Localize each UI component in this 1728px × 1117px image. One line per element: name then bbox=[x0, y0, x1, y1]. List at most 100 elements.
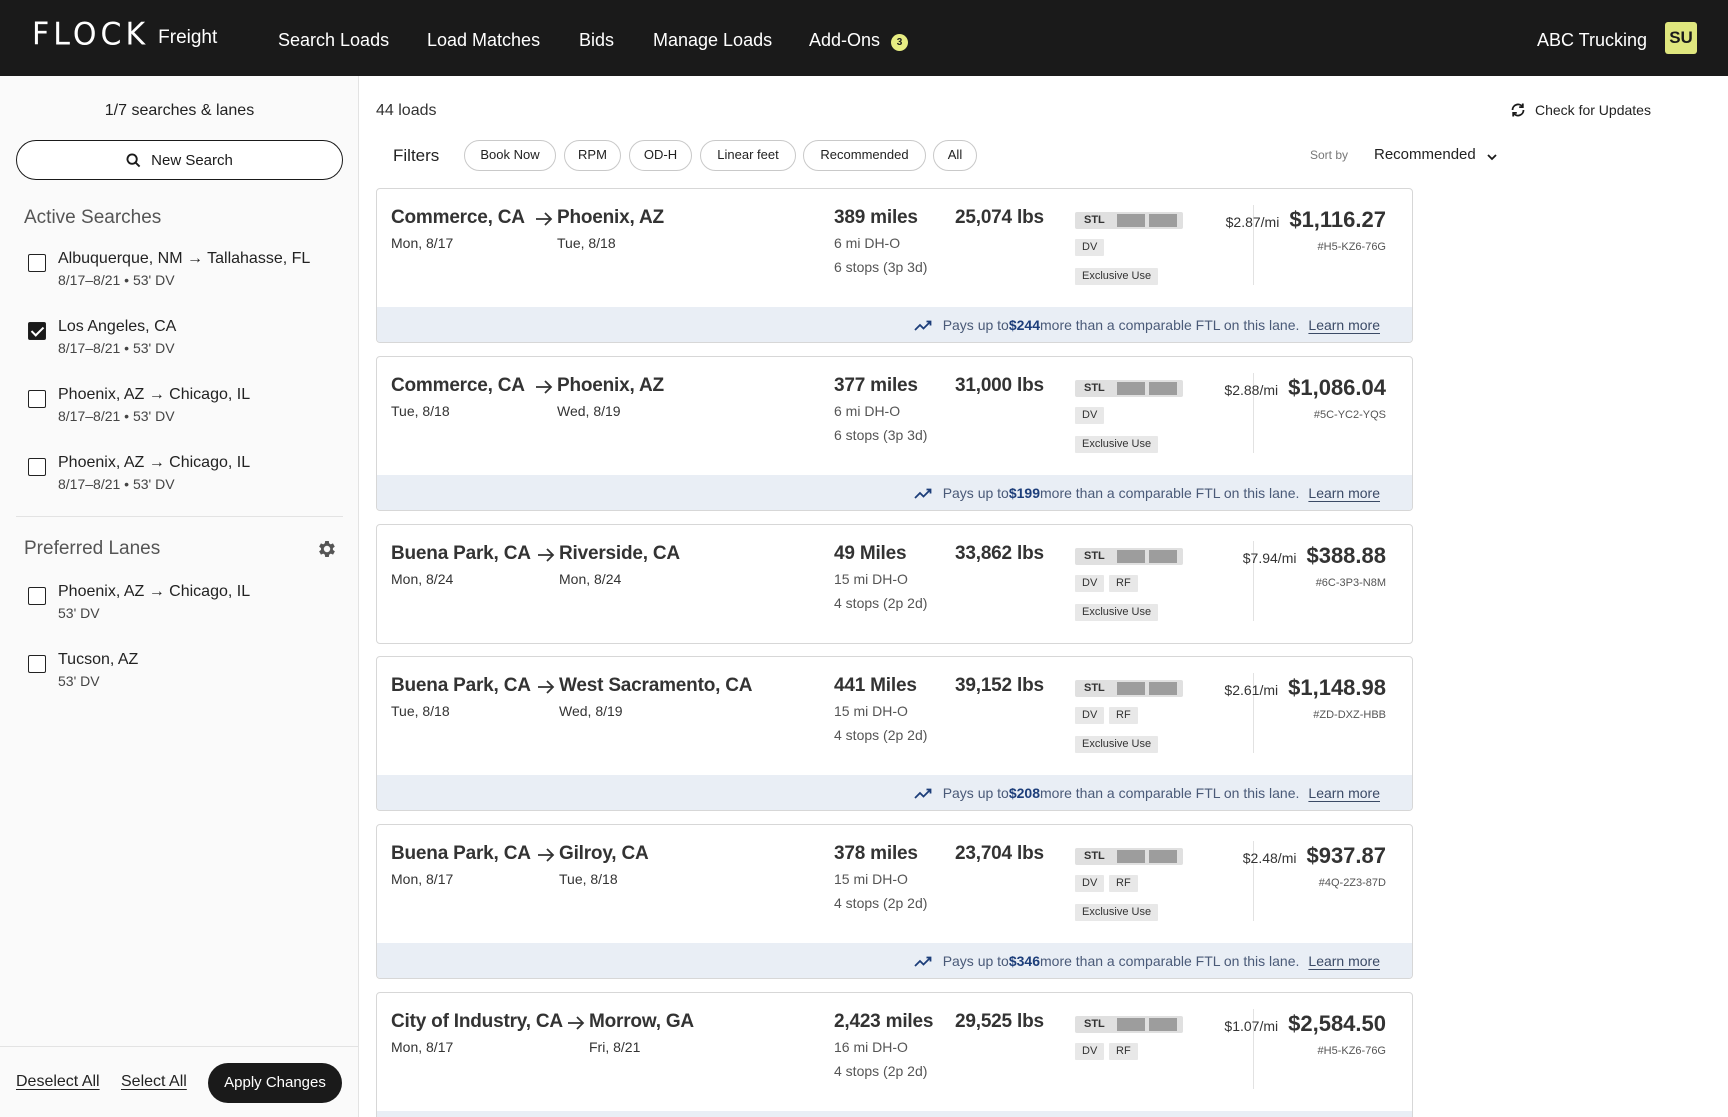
filter-chip-all[interactable]: All bbox=[933, 140, 977, 171]
arrow-right-icon bbox=[538, 848, 555, 862]
card-divider bbox=[1253, 373, 1254, 453]
equipment-tag: RF bbox=[1109, 1043, 1138, 1060]
logo-mark: FLOCK bbox=[32, 16, 150, 53]
sidebar-footer: Deselect All Select All Apply Changes bbox=[0, 1046, 358, 1117]
load-card-body[interactable]: Buena Park, CA Mon, 8/24 Riverside, CA M… bbox=[377, 525, 1412, 643]
load-price: $2,584.50 bbox=[1288, 1011, 1386, 1036]
load-card-body[interactable]: Commerce, CA Tue, 8/18 Phoenix, AZ Wed, … bbox=[377, 357, 1412, 475]
preferred-lane-title: Tucson, AZ bbox=[58, 651, 139, 668]
nav-load-matches[interactable]: Load Matches bbox=[427, 30, 541, 50]
preferred-lane-checkbox[interactable] bbox=[28, 655, 46, 673]
active-search-checkbox[interactable] bbox=[28, 458, 46, 476]
gear-icon[interactable] bbox=[316, 538, 338, 560]
destination-date: Wed, 8/19 bbox=[557, 403, 621, 419]
filters-label: Filters bbox=[393, 146, 440, 165]
filter-chip-recommended[interactable]: Recommended bbox=[803, 140, 926, 171]
learn-more-link[interactable]: Learn more bbox=[1308, 784, 1380, 801]
load-card[interactable]: City of Industry, CA Mon, 8/17 Morrow, G… bbox=[376, 992, 1413, 1117]
search-sidebar: 1/7 searches & lanes New Search Active S… bbox=[0, 76, 359, 1117]
arrow-right-icon bbox=[536, 212, 553, 226]
refresh-icon bbox=[1511, 103, 1525, 117]
equipment-tag: DV bbox=[1075, 407, 1105, 424]
origin-date: Mon, 8/24 bbox=[391, 571, 454, 587]
company-name[interactable]: ABC Trucking bbox=[1536, 30, 1647, 50]
nav-manage-loads[interactable]: Manage Loads bbox=[653, 30, 773, 50]
rate-per-mile: $2.48/mi bbox=[1242, 850, 1297, 866]
check-for-updates-label: Check for Updates bbox=[1535, 102, 1651, 118]
load-card-body[interactable]: Buena Park, CA Mon, 8/17 Gilroy, CA Tue,… bbox=[377, 825, 1412, 943]
insight-text-pre: Pays up to bbox=[942, 484, 1009, 501]
active-search-checkbox[interactable] bbox=[28, 390, 46, 408]
active-search-sub: 8/17–8/21 • 53' DV bbox=[58, 476, 175, 492]
stl-label: STL bbox=[1084, 682, 1105, 694]
load-reference-id: #6C-3P3-N8M bbox=[1315, 577, 1386, 589]
select-all-link[interactable]: Select All bbox=[121, 1073, 187, 1090]
filter-chip-linear-feet[interactable]: Linear feet bbox=[700, 140, 796, 171]
card-divider bbox=[1253, 1009, 1254, 1089]
equipment-tag: DV bbox=[1075, 575, 1105, 592]
nav-bids[interactable]: Bids bbox=[579, 30, 615, 50]
destination-city: Morrow, GA bbox=[589, 1011, 694, 1032]
learn-more-link[interactable]: Learn more bbox=[1308, 316, 1380, 333]
price-block: $7.94/mi $388.88 bbox=[1243, 543, 1386, 569]
insight-amount: $346 bbox=[1008, 952, 1040, 969]
equipment-tag: RF bbox=[1109, 575, 1138, 592]
load-price: $1,148.98 bbox=[1288, 675, 1386, 700]
load-card[interactable]: Buena Park, CA Mon, 8/24 Riverside, CA M… bbox=[376, 524, 1413, 644]
insight-text-post: more than a comparable FTL on this lane. bbox=[1040, 484, 1300, 501]
deadhead-origin: 15 mi DH-O bbox=[834, 871, 908, 887]
origin-date: Mon, 8/17 bbox=[391, 1039, 454, 1055]
learn-more-link[interactable]: Learn more bbox=[1308, 952, 1380, 969]
origin-date: Tue, 8/18 bbox=[391, 703, 450, 719]
apply-changes-button[interactable]: Apply Changes bbox=[208, 1063, 342, 1103]
stl-bar bbox=[1149, 214, 1177, 227]
trip-miles: 389 miles bbox=[834, 207, 918, 228]
load-card-body[interactable]: Buena Park, CA Tue, 8/18 West Sacramento… bbox=[377, 657, 1412, 775]
preferred-lane-checkbox[interactable] bbox=[28, 587, 46, 605]
stl-tag: STL bbox=[1075, 380, 1183, 397]
preferred-lane-title: Phoenix, AZ → Chicago, IL bbox=[58, 583, 251, 600]
stl-label: STL bbox=[1084, 550, 1105, 562]
destination-city: Phoenix, AZ bbox=[557, 207, 664, 228]
filter-chip-book-now[interactable]: Book Now bbox=[464, 140, 556, 171]
chevron-down-icon[interactable] bbox=[1486, 151, 1498, 163]
stl-tag: STL bbox=[1075, 848, 1183, 865]
add-ons-count-badge: 3 bbox=[891, 34, 908, 51]
load-card[interactable]: Buena Park, CA Tue, 8/18 West Sacramento… bbox=[376, 656, 1413, 811]
arrow-right-icon bbox=[568, 1016, 585, 1030]
load-card[interactable]: Commerce, CA Mon, 8/17 Phoenix, AZ Tue, … bbox=[376, 188, 1413, 343]
origin-city: Buena Park, CA bbox=[391, 843, 531, 864]
load-weight: 25,074 lbs bbox=[955, 207, 1044, 228]
load-card-body[interactable]: Commerce, CA Mon, 8/17 Phoenix, AZ Tue, … bbox=[377, 189, 1412, 307]
trip-miles: 441 Miles bbox=[834, 675, 917, 696]
insight-text-pre: Pays up to bbox=[942, 784, 1009, 801]
destination-city: Riverside, CA bbox=[559, 543, 680, 564]
stl-bar bbox=[1117, 550, 1145, 563]
deselect-all-link[interactable]: Deselect All bbox=[16, 1073, 100, 1090]
sort-select[interactable]: Recommended bbox=[1374, 146, 1476, 163]
active-search-checkbox[interactable] bbox=[28, 254, 46, 272]
stl-label: STL bbox=[1084, 850, 1105, 862]
learn-more-link[interactable]: Learn more bbox=[1308, 484, 1380, 501]
filter-chip-od-h[interactable]: OD-H bbox=[629, 140, 692, 171]
nav-add-ons[interactable]: Add-Ons bbox=[809, 30, 881, 50]
origin-city: Commerce, CA bbox=[391, 375, 525, 396]
insight-text-pre: Pays up to bbox=[942, 316, 1009, 333]
active-search-checkbox[interactable] bbox=[28, 322, 46, 340]
deadhead-origin: 15 mi DH-O bbox=[834, 703, 908, 719]
load-card[interactable]: Buena Park, CA Mon, 8/17 Gilroy, CA Tue,… bbox=[376, 824, 1413, 979]
stl-bar bbox=[1149, 1018, 1177, 1031]
load-card[interactable]: Commerce, CA Tue, 8/18 Phoenix, AZ Wed, … bbox=[376, 356, 1413, 511]
price-block: $2.48/mi $937.87 bbox=[1243, 843, 1386, 869]
user-avatar[interactable]: SU bbox=[1665, 22, 1697, 54]
new-search-button[interactable]: New Search bbox=[16, 140, 343, 180]
exclusive-use-tag: Exclusive Use bbox=[1075, 736, 1159, 753]
check-for-updates-button[interactable]: Check for Updates bbox=[1510, 102, 1651, 118]
load-card-body[interactable]: City of Industry, CA Mon, 8/17 Morrow, G… bbox=[377, 993, 1412, 1111]
filter-chip-rpm[interactable]: RPM bbox=[564, 140, 621, 171]
flock-freight-logo[interactable]: FLOCK Freight bbox=[32, 16, 217, 53]
load-price: $388.88 bbox=[1306, 543, 1386, 568]
nav-search-loads[interactable]: Search Loads bbox=[278, 30, 390, 50]
preferred-lane-sub: 53' DV bbox=[58, 605, 100, 621]
load-price: $1,116.27 bbox=[1289, 207, 1386, 232]
